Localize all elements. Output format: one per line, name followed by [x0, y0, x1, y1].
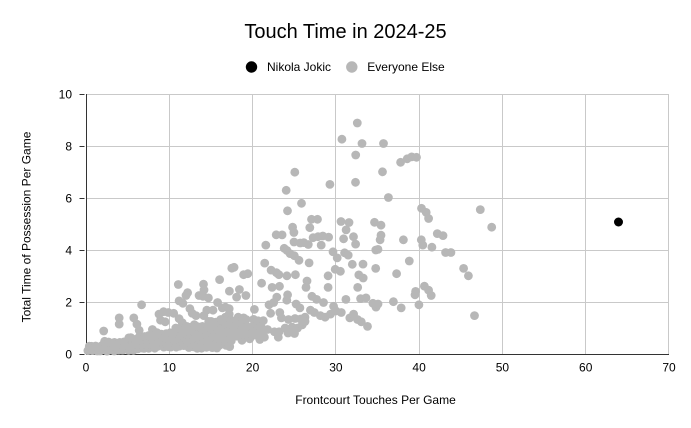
svg-text:2: 2 [65, 295, 72, 309]
svg-text:10: 10 [59, 87, 73, 101]
svg-text:Nikola Jokic: Nikola Jokic [267, 60, 331, 74]
svg-text:50: 50 [496, 361, 510, 375]
svg-text:Frontcourt Touches Per Game: Frontcourt Touches Per Game [295, 393, 456, 407]
svg-text:0: 0 [83, 361, 90, 375]
svg-text:60: 60 [579, 361, 593, 375]
svg-text:70: 70 [662, 361, 676, 375]
svg-text:8: 8 [65, 139, 72, 153]
svg-text:Touch Time in 2024-25: Touch Time in 2024-25 [244, 21, 446, 43]
svg-text:Everyone Else: Everyone Else [367, 60, 445, 74]
svg-text:40: 40 [412, 361, 426, 375]
svg-text:10: 10 [163, 361, 177, 375]
svg-text:20: 20 [246, 361, 260, 375]
svg-text:4: 4 [65, 243, 72, 257]
svg-text:Total Time of Possession Per G: Total Time of Possession Per Game [20, 131, 34, 322]
svg-text:30: 30 [329, 361, 343, 375]
svg-text:0: 0 [65, 347, 72, 361]
svg-text:6: 6 [65, 191, 72, 205]
